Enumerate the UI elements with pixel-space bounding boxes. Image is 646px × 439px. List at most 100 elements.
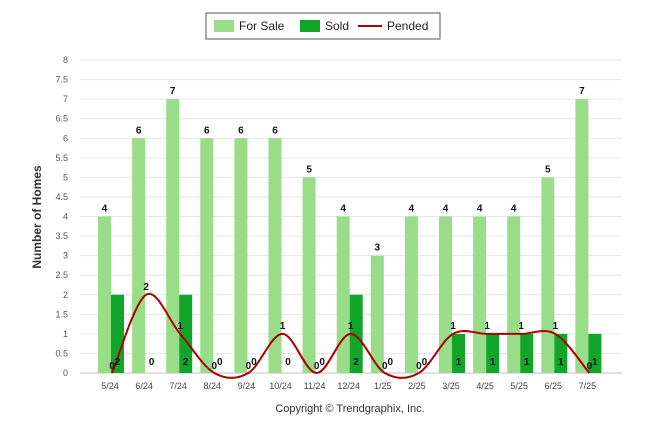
bar-sold[interactable] <box>179 294 193 373</box>
data-label-pended: 1 <box>280 321 286 332</box>
legend-label-for-sale[interactable]: For Sale <box>239 19 285 33</box>
y-tick-label: 2.5 <box>55 270 68 280</box>
bar-for-sale[interactable] <box>507 216 521 374</box>
data-label-for-sale: 7 <box>579 86 585 97</box>
legend-swatch-sold <box>300 20 320 32</box>
y-tick-label: 1 <box>63 329 68 339</box>
data-label-pended: 1 <box>553 321 559 332</box>
bar-sold[interactable] <box>349 294 363 373</box>
data-label-pended: 1 <box>348 321 354 332</box>
x-tick-label: 4/25 <box>476 381 494 391</box>
y-tick-label: 0 <box>63 368 68 378</box>
bar-for-sale[interactable] <box>541 177 555 373</box>
bar-for-sale[interactable] <box>439 216 452 374</box>
bars <box>98 99 602 374</box>
x-tick-label: 6/24 <box>135 381 153 391</box>
y-tick-label: 4.5 <box>55 192 68 202</box>
data-label-for-sale: 6 <box>238 125 244 136</box>
data-label-sold: 1 <box>558 357 564 368</box>
data-label-pended: 0 <box>382 361 388 372</box>
legend-swatch-for-sale <box>214 20 234 32</box>
legend-label-sold[interactable]: Sold <box>325 19 349 33</box>
legend-label-pended[interactable]: Pended <box>387 19 428 33</box>
data-label-for-sale: 3 <box>375 243 381 254</box>
y-tick-label: 0.5 <box>55 348 68 358</box>
bar-for-sale[interactable] <box>575 99 589 373</box>
data-label-pended: 1 <box>177 321 183 332</box>
data-label-for-sale: 5 <box>545 164 551 175</box>
bar-sold[interactable] <box>588 333 602 373</box>
pended-line[interactable] <box>111 292 591 379</box>
data-label-sold: 2 <box>115 357 121 368</box>
bar-for-sale[interactable] <box>200 138 214 373</box>
x-tick-label: 5/24 <box>101 381 119 391</box>
y-tick-label: 8 <box>63 55 68 65</box>
bar-sold[interactable] <box>486 333 500 373</box>
data-label-sold: 0 <box>422 357 428 368</box>
bar-for-sale[interactable] <box>98 216 111 374</box>
data-label-for-sale: 6 <box>204 125 210 136</box>
x-tick-label: 5/25 <box>510 381 528 391</box>
x-tick-label: 9/24 <box>238 381 256 391</box>
data-label-pended: 0 <box>109 361 115 372</box>
data-label-pended: 0 <box>416 361 422 372</box>
data-label-pended: 2 <box>143 282 149 293</box>
y-tick-label: 6 <box>63 133 68 143</box>
y-axis-label: Number of Homes <box>30 165 44 269</box>
data-label-pended: 0 <box>314 361 320 372</box>
y-tick-label: 5.5 <box>55 153 68 163</box>
data-label-for-sale: 4 <box>102 204 108 215</box>
data-label-sold: 2 <box>183 357 189 368</box>
data-label-pended: 0 <box>587 361 593 372</box>
data-label-sold: 1 <box>592 357 598 368</box>
y-tick-label: 2 <box>63 290 68 300</box>
x-tick-label: 10/24 <box>269 381 292 391</box>
bar-for-sale[interactable] <box>268 138 282 373</box>
data-label-sold: 0 <box>388 357 394 368</box>
legend-box <box>205 12 441 40</box>
data-label-sold: 0 <box>149 357 155 368</box>
data-label-sold: 0 <box>285 357 291 368</box>
data-label-for-sale: 6 <box>272 125 278 136</box>
data-label-pended: 0 <box>212 361 218 372</box>
y-tick-label: 4 <box>63 212 68 222</box>
data-label-for-sale: 5 <box>306 164 312 175</box>
y-tick-label: 7.5 <box>55 75 68 85</box>
data-label-for-sale: 6 <box>136 125 142 136</box>
data-label-for-sale: 4 <box>409 204 415 215</box>
x-tick-label: 6/25 <box>545 381 563 391</box>
y-tick-label: 6.5 <box>55 114 68 124</box>
bar-for-sale[interactable] <box>336 216 350 374</box>
y-tick-labels: 0 0.5 1 1.5 2 2.5 3 3.5 4 4.5 5 5.5 6 6.5 7 7.5 8 <box>55 55 68 378</box>
bar-for-sale[interactable] <box>302 177 316 373</box>
bar-sold[interactable] <box>111 294 124 373</box>
x-tick-label: 12/24 <box>337 381 360 391</box>
data-label-pended: 1 <box>450 321 456 332</box>
data-label-for-sale: 4 <box>511 204 517 215</box>
y-tick-label: 3.5 <box>55 231 68 241</box>
bar-sold[interactable] <box>452 333 465 373</box>
data-label-sold: 2 <box>353 357 359 368</box>
copyright: Copyright © Trendgraphix, Inc. <box>275 403 424 415</box>
bar-for-sale[interactable] <box>166 99 180 373</box>
data-label-sold: 1 <box>524 357 530 368</box>
bar-sold[interactable] <box>520 333 534 373</box>
y-tick-label: 5 <box>63 172 68 182</box>
legend[interactable]: For Sale Sold Pended <box>205 12 441 40</box>
pended-line-group <box>111 292 591 379</box>
bar-for-sale[interactable] <box>370 255 384 373</box>
y-tick-label: 7 <box>63 94 68 104</box>
x-tick-label: 2/25 <box>408 381 426 391</box>
bar-for-sale[interactable] <box>473 216 487 374</box>
data-label-for-sale: 4 <box>340 204 346 215</box>
bar-for-sale[interactable] <box>234 138 248 373</box>
data-label-sold: 0 <box>319 357 325 368</box>
bar-for-sale[interactable] <box>404 216 418 374</box>
x-tick-label: 7/25 <box>579 381 597 391</box>
bar-sold[interactable] <box>554 333 568 373</box>
bar-for-sale[interactable] <box>132 138 146 373</box>
data-label-for-sale: 4 <box>477 204 483 215</box>
